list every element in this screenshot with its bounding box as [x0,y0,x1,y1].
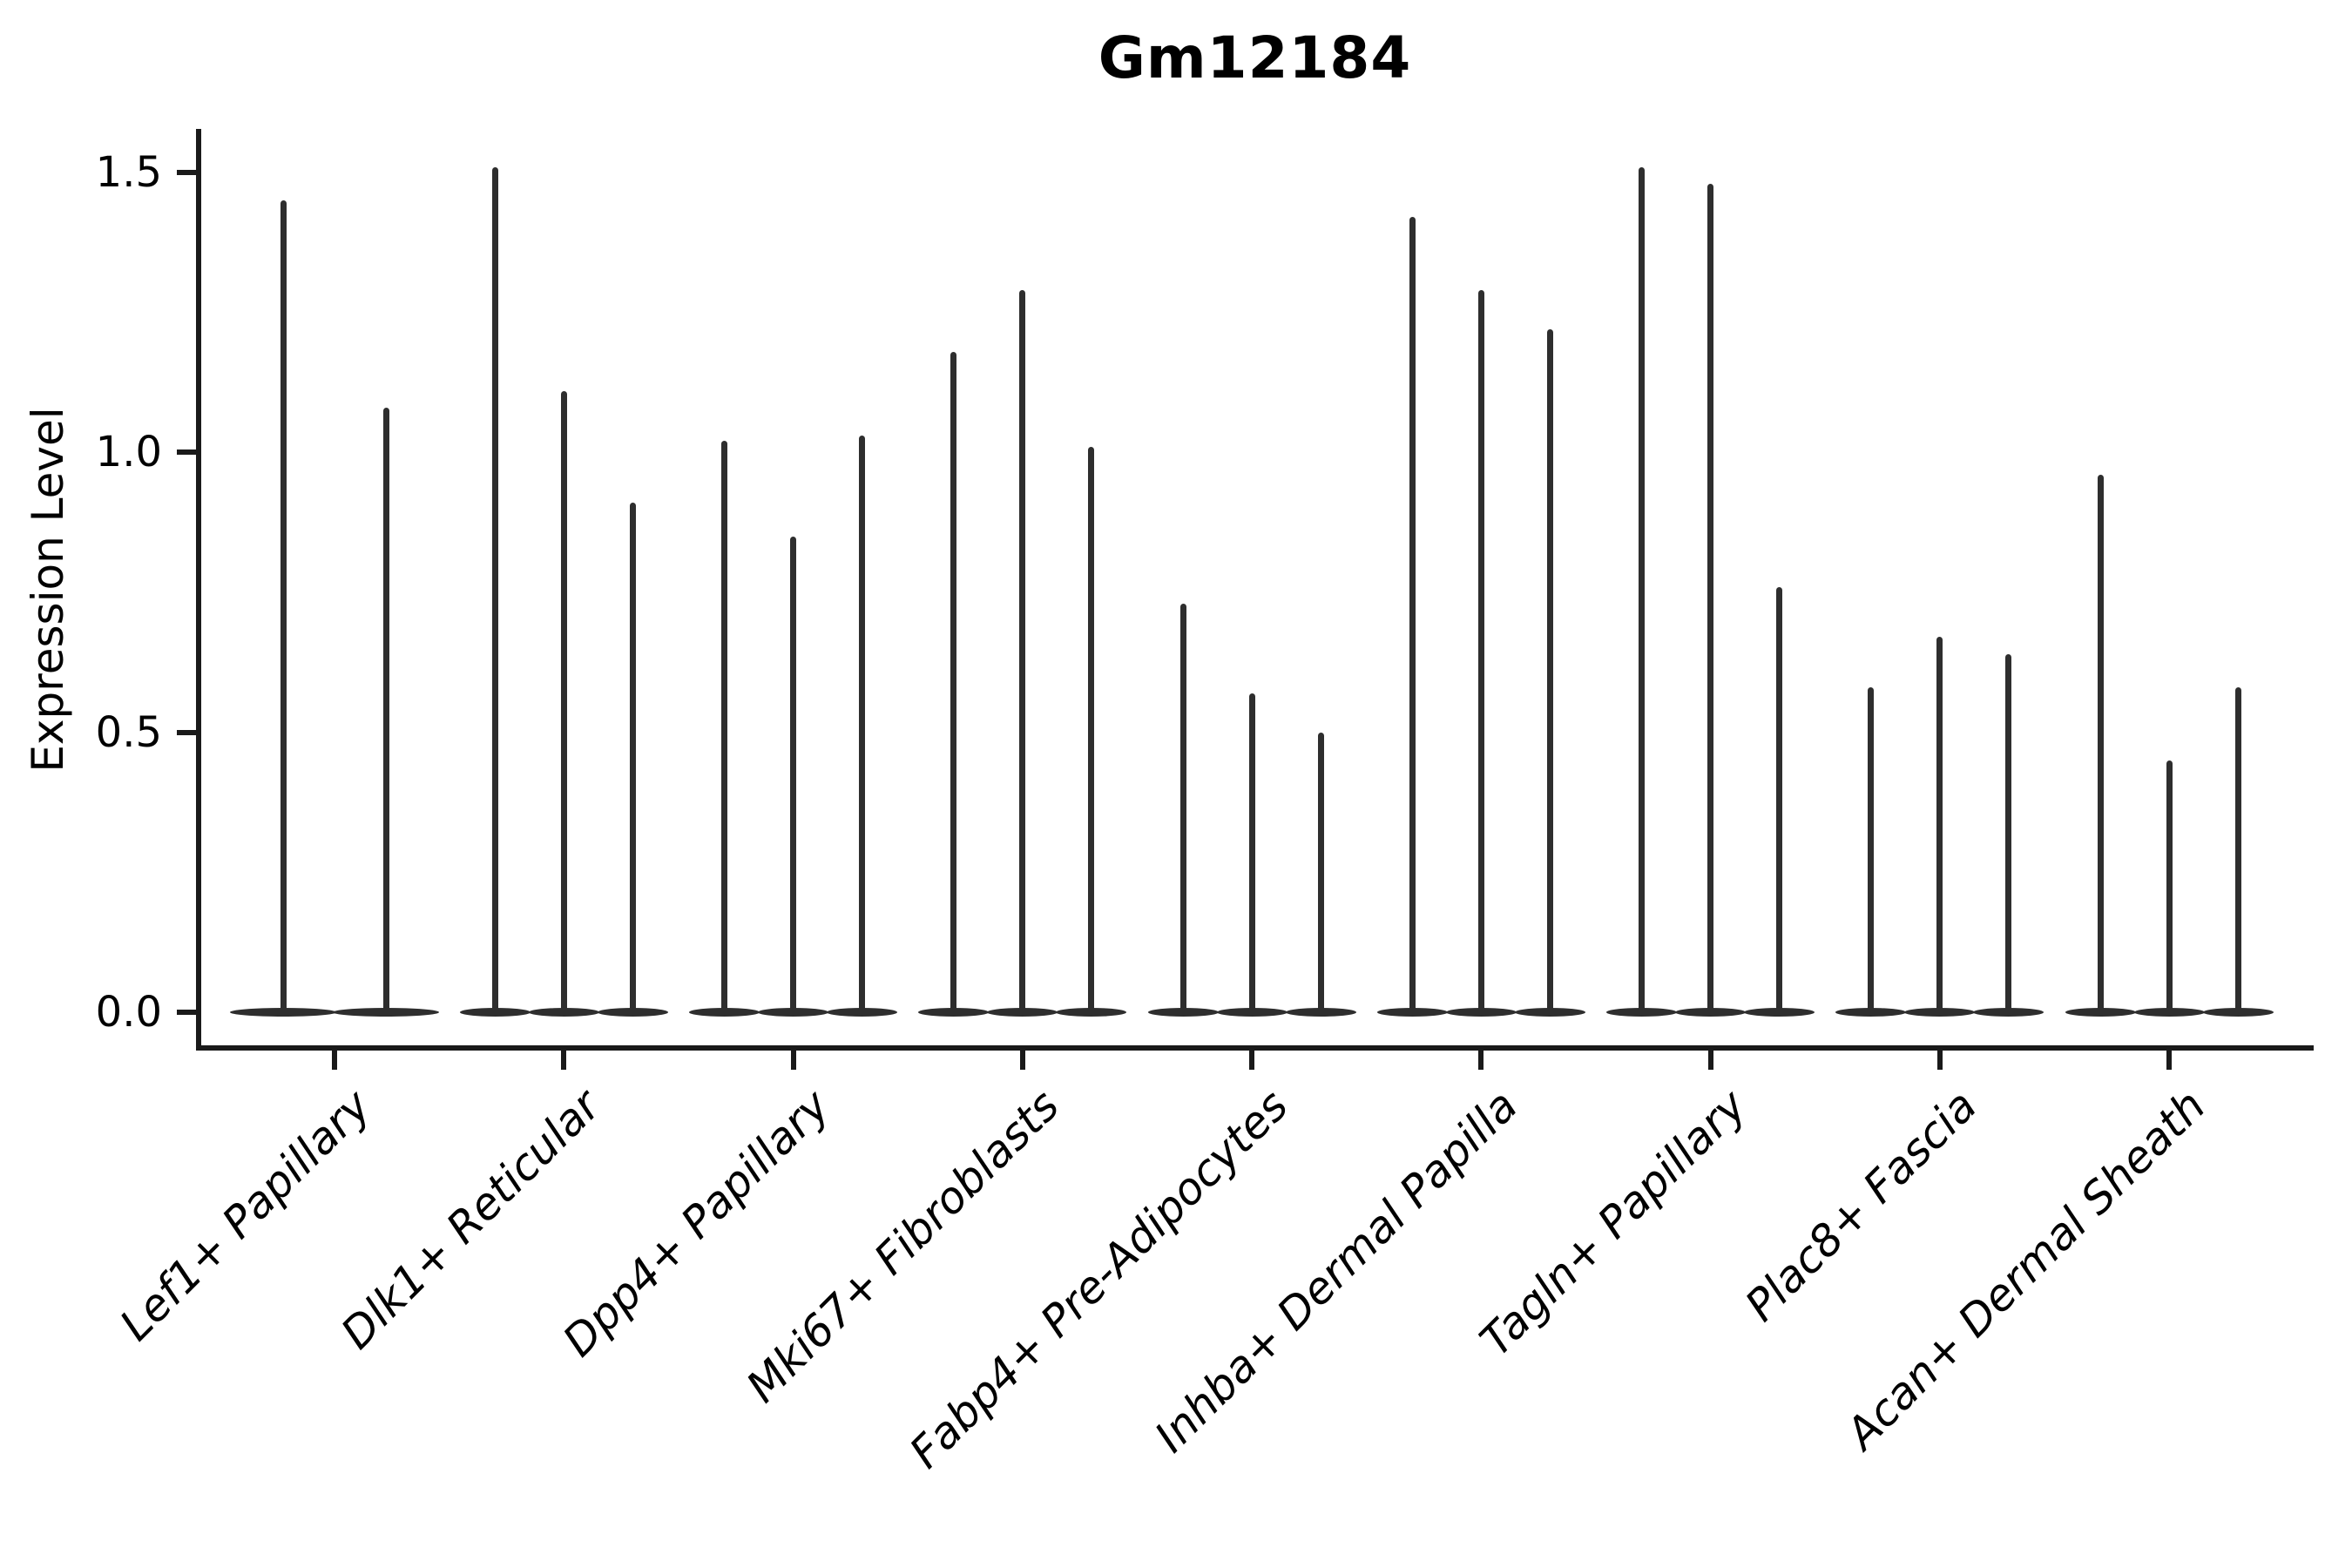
violin-spike [1868,687,1875,1012]
violin-spike [1019,289,1026,1012]
x-axis-spine [196,1045,2314,1051]
violin-base [758,1008,828,1017]
violin-spike [1409,217,1416,1012]
x-tick [790,1051,796,1070]
violin-base [333,1008,439,1017]
violin-base [987,1008,1058,1017]
violin-spike [1317,732,1324,1012]
violin-spike [1639,166,1645,1012]
y-tick [177,169,196,175]
violin-spike [1179,603,1186,1012]
violin-base [597,1008,668,1017]
violin-spike [2097,475,2104,1012]
x-tick [1707,1051,1713,1070]
violin-base [918,1008,990,1017]
violin-base [1056,1008,1127,1017]
x-tick [2166,1051,2172,1070]
violin-spike [1776,586,1782,1012]
violin-base [1744,1008,1815,1017]
violin-base [1835,1008,1907,1017]
violin-spike [560,390,567,1012]
violin-base [1376,1008,1448,1017]
y-axis-spine [196,129,201,1051]
violin-spike [1707,183,1713,1012]
violin-spike [721,441,727,1012]
y-tick-label: 0.0 [95,988,162,1037]
y-tick-label: 1.5 [95,147,162,197]
violin-spike [1248,693,1255,1012]
x-tick [332,1051,337,1070]
violin-base [528,1008,599,1017]
violin-spike [859,436,865,1012]
violin-spike [1088,446,1095,1012]
x-tick [1936,1051,1943,1070]
violin-spike [2166,760,2173,1012]
violin-spike [2005,653,2012,1012]
violin-base [2202,1008,2274,1017]
x-tick [1249,1051,1254,1070]
y-tick-label: 1.0 [95,428,162,477]
x-category-label: Fabp4+ Pre-Adipocytes [900,1080,1299,1478]
y-tick [177,729,196,735]
violin-base [689,1008,760,1017]
violin-base [1973,1008,2044,1017]
violin-base [1606,1008,1677,1017]
violin-base [1514,1008,1585,1017]
x-category-label: Inhba+ Dermal Papilla [1145,1080,1528,1463]
violin-spike [280,200,287,1012]
violin-base [1445,1008,1517,1017]
y-tick-label: 0.5 [95,707,162,757]
violin-spike [790,536,796,1012]
x-tick [561,1051,567,1070]
y-tick [177,1010,196,1015]
x-category-label: Plac8+ Fascia [1734,1080,1986,1331]
violin-base [2065,1008,2136,1017]
x-tick [1478,1051,1484,1070]
violin-base [1216,1008,1288,1017]
violin-spike [950,351,957,1012]
violin-spike [1936,637,1943,1012]
violin-base [1904,1008,1976,1017]
x-tick [1019,1051,1025,1070]
x-category-label: Lef1+ Papillary [110,1080,382,1351]
violin-base [1675,1008,1746,1017]
violin-spike [382,407,389,1012]
chart-title: Gm12184 [1098,24,1412,91]
violin-base [2133,1008,2205,1017]
violin-spike [2234,687,2241,1012]
violin-base [1285,1008,1356,1017]
violin-spike [491,166,498,1012]
violin-spike [629,503,636,1012]
y-tick [177,449,196,456]
violin-base [1147,1008,1219,1017]
violin-base [827,1008,897,1017]
violin-spike [1546,328,1553,1012]
violin-spike [1477,289,1484,1012]
violin-base [459,1008,531,1017]
violin-base [230,1008,336,1017]
